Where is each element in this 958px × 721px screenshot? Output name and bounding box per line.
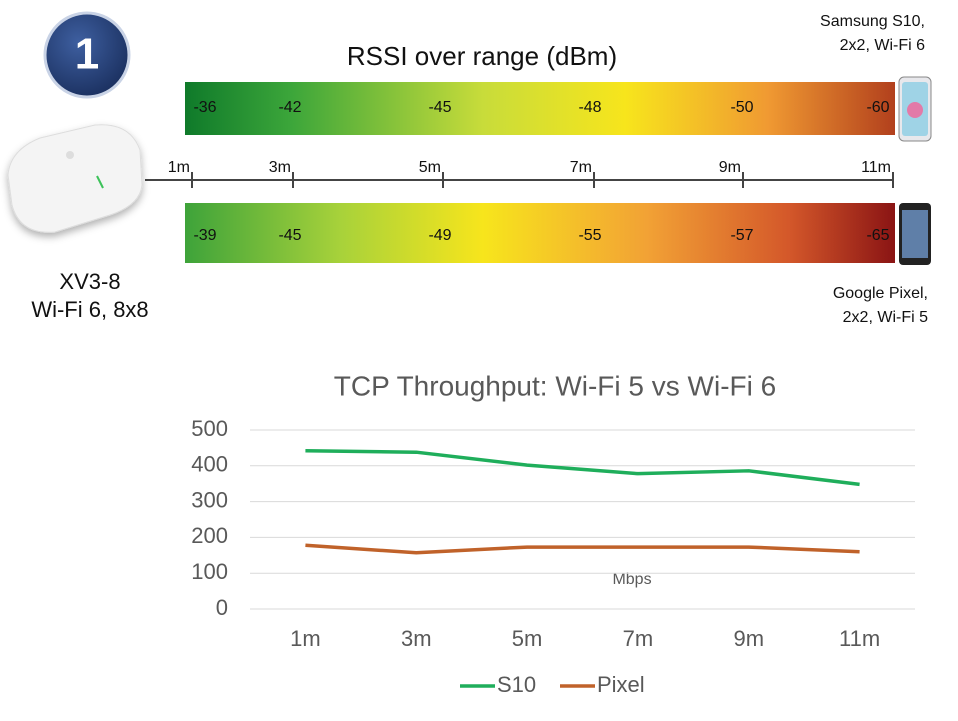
y-tick-label: 500 [191, 416, 228, 441]
badge-circle [43, 11, 131, 99]
x-tick-label: 3m [401, 626, 432, 651]
rssi-value: -48 [578, 99, 601, 116]
phone-screen [902, 210, 928, 258]
rssi-bar [185, 82, 895, 135]
x-tick-label: 11m [839, 626, 880, 651]
phone-wallpaper [907, 102, 923, 118]
series-line [305, 543, 860, 555]
device-label: Google Pixel, [833, 285, 928, 302]
access-point-body [7, 124, 143, 233]
chart-title: TCP Throughput: Wi-Fi 5 vs Wi-Fi 6 [334, 370, 776, 401]
badge: 1 [43, 11, 131, 99]
phone-icon [899, 203, 931, 265]
rssi-value: -57 [730, 227, 753, 244]
y-tick-label: 400 [191, 452, 228, 477]
distance-label: 3m [269, 159, 291, 176]
rssi-value: -45 [428, 99, 451, 116]
device-label: Samsung S10, [820, 13, 925, 30]
rssi-value: -49 [428, 227, 451, 244]
y-tick-label: 300 [191, 487, 228, 512]
badge-number: 1 [75, 30, 99, 79]
x-tick-label: 9m [733, 626, 764, 651]
rssi-value: -45 [278, 227, 301, 244]
rssi-value: -50 [730, 99, 753, 116]
distance-label: 5m [419, 159, 441, 176]
annotation: Mbps [612, 571, 651, 588]
rssi-value: -60 [866, 99, 889, 116]
x-tick-label: 7m [623, 626, 654, 651]
ap-label: Wi-Fi 6, 8x8 [31, 297, 148, 322]
distance-label: 1m [168, 159, 190, 176]
rssi-value: -65 [866, 227, 889, 244]
distance-label: 9m [719, 159, 741, 176]
x-tick-label: 1m [290, 626, 321, 651]
rssi-value: -36 [193, 99, 216, 116]
y-tick-label: 0 [216, 595, 228, 620]
distance-label: 11m [861, 159, 891, 176]
access-point [7, 124, 143, 233]
rssi-bar [185, 203, 895, 263]
legend-label: S10 [497, 672, 536, 697]
phone-icon [898, 76, 932, 142]
ap-label: XV3-8 [59, 269, 120, 294]
distance-label: 7m [570, 159, 592, 176]
series-line [305, 449, 860, 487]
rssi-value: -39 [193, 227, 216, 244]
device-label: 2x2, Wi-Fi 5 [843, 309, 928, 326]
access-point-logo [66, 151, 74, 159]
y-tick-label: 200 [191, 523, 228, 548]
rssi-value: -55 [578, 227, 601, 244]
rssi-title: RSSI over range (dBm) [347, 41, 617, 71]
rssi-value: -42 [278, 99, 301, 116]
device-label: 2x2, Wi-Fi 6 [840, 37, 925, 54]
x-tick-label: 5m [512, 626, 543, 651]
legend-label: Pixel [597, 672, 645, 697]
access-point-led [96, 175, 104, 189]
y-tick-label: 100 [191, 559, 228, 584]
